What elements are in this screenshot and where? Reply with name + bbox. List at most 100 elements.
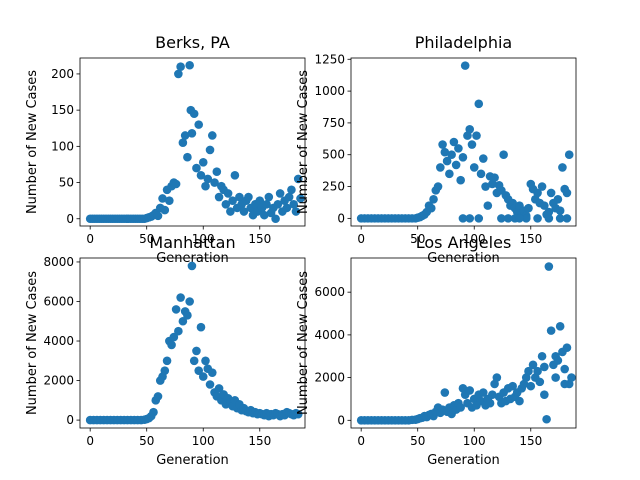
data-point bbox=[176, 62, 185, 71]
data-point bbox=[465, 214, 475, 223]
data-point bbox=[540, 390, 549, 399]
data-point bbox=[537, 351, 547, 361]
data-point bbox=[189, 356, 199, 366]
data-point bbox=[562, 188, 572, 198]
data-points bbox=[85, 60, 305, 224]
x-tick-label: 100 bbox=[463, 434, 486, 448]
data-point bbox=[171, 305, 181, 314]
data-point bbox=[198, 157, 208, 167]
data-point bbox=[426, 203, 436, 213]
data-point bbox=[192, 163, 201, 173]
data-point bbox=[560, 364, 569, 374]
data-point bbox=[515, 214, 524, 223]
data-point bbox=[481, 182, 490, 191]
subplot-title: Manhattan bbox=[149, 233, 235, 252]
data-point bbox=[508, 381, 517, 391]
data-point bbox=[296, 194, 305, 203]
x-tick-label: 50 bbox=[139, 434, 154, 448]
data-point bbox=[192, 346, 201, 356]
data-point bbox=[226, 207, 235, 216]
data-point bbox=[515, 396, 524, 406]
data-points bbox=[356, 262, 576, 425]
data-point bbox=[212, 167, 222, 176]
x-tick-label: 0 bbox=[357, 232, 365, 246]
x-tick-label: 150 bbox=[248, 232, 271, 246]
data-point bbox=[230, 171, 240, 180]
y-tick-label: 250 bbox=[322, 180, 345, 194]
x-axis-label: Generation bbox=[156, 453, 229, 468]
data-point bbox=[449, 137, 459, 147]
data-point bbox=[176, 293, 185, 302]
data-point bbox=[207, 368, 217, 377]
data-point bbox=[474, 99, 484, 109]
data-point bbox=[497, 214, 506, 223]
data-point bbox=[235, 192, 244, 202]
data-point bbox=[271, 214, 280, 224]
data-point bbox=[440, 147, 450, 157]
y-tick-label: 50 bbox=[59, 176, 74, 190]
data-point bbox=[273, 199, 283, 209]
data-point bbox=[174, 69, 183, 79]
y-tick-label: 1000 bbox=[314, 84, 345, 98]
y-tick-label: 6000 bbox=[43, 294, 74, 308]
data-point bbox=[291, 207, 301, 216]
data-point bbox=[201, 181, 210, 191]
data-point bbox=[287, 185, 296, 195]
x-tick-label: 100 bbox=[463, 232, 486, 246]
x-axis-label: Generation bbox=[427, 453, 500, 468]
data-point bbox=[540, 362, 549, 372]
data-point bbox=[465, 124, 475, 134]
data-point bbox=[535, 377, 545, 387]
data-point bbox=[210, 178, 219, 187]
y-tick-label: 750 bbox=[322, 116, 345, 130]
data-point bbox=[178, 138, 188, 148]
data-point bbox=[201, 356, 210, 366]
x-axis-label: Generation bbox=[427, 251, 500, 266]
axes-frame bbox=[79, 257, 306, 429]
data-point bbox=[160, 205, 170, 215]
data-point bbox=[185, 60, 194, 70]
data-point bbox=[499, 150, 508, 160]
data-point bbox=[198, 372, 208, 381]
data-point bbox=[456, 175, 465, 185]
data-point bbox=[454, 144, 463, 153]
data-point bbox=[239, 207, 249, 216]
data-point bbox=[194, 120, 204, 129]
data-point bbox=[228, 196, 237, 205]
data-points bbox=[85, 261, 303, 425]
x-tick-label: 150 bbox=[519, 232, 542, 246]
data-point bbox=[445, 169, 454, 179]
data-point bbox=[542, 414, 551, 424]
data-point bbox=[153, 392, 163, 401]
data-point bbox=[478, 154, 488, 163]
data-point bbox=[526, 381, 536, 391]
data-point bbox=[551, 373, 560, 382]
data-point bbox=[533, 188, 542, 198]
data-point bbox=[282, 203, 292, 213]
data-point bbox=[456, 403, 465, 412]
data-point bbox=[562, 214, 572, 223]
data-point bbox=[460, 61, 470, 70]
data-point bbox=[194, 366, 204, 375]
data-point bbox=[533, 214, 542, 223]
y-tick-label: 6000 bbox=[314, 285, 345, 299]
data-point bbox=[205, 380, 215, 389]
data-point bbox=[275, 189, 285, 198]
data-point bbox=[221, 199, 231, 209]
data-point bbox=[429, 194, 438, 204]
data-point bbox=[153, 211, 163, 221]
data-point bbox=[262, 199, 271, 209]
axes-frame bbox=[79, 57, 306, 227]
data-point bbox=[160, 366, 170, 375]
data-point bbox=[524, 366, 533, 376]
data-points bbox=[356, 61, 574, 223]
data-point bbox=[149, 407, 158, 417]
subplot-manhattan: 0 50 100 15002000400060008000ManhattanGener… bbox=[25, 233, 306, 468]
data-point bbox=[214, 384, 224, 393]
data-point bbox=[162, 356, 172, 366]
data-point bbox=[205, 145, 215, 155]
data-point bbox=[293, 409, 303, 419]
data-point bbox=[207, 131, 217, 140]
y-axis-label: Number of New Cases bbox=[296, 70, 311, 214]
data-point bbox=[174, 326, 183, 336]
